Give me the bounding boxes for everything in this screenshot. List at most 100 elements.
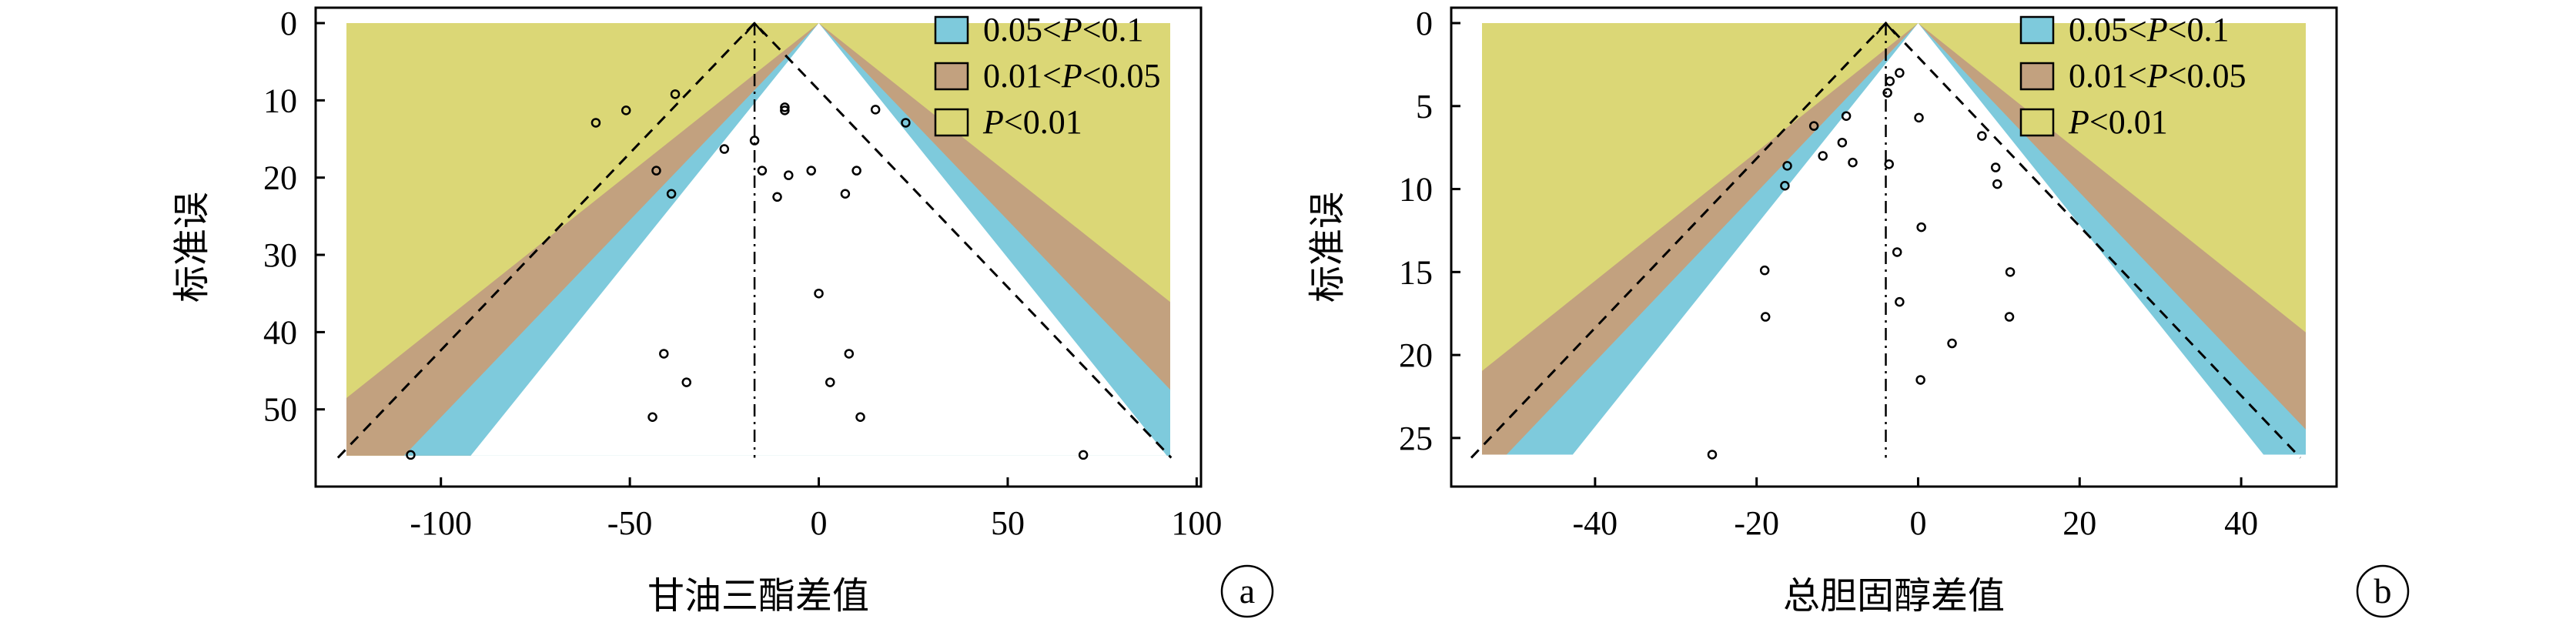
legend-label: 0.01<P<0.05 — [2069, 57, 2246, 95]
legend-swatch — [934, 108, 969, 137]
study-point — [851, 166, 861, 176]
study-point — [855, 412, 865, 423]
study-point — [621, 105, 631, 115]
study-point — [780, 102, 790, 112]
study-point — [1760, 312, 1771, 322]
study-point — [1078, 450, 1089, 460]
study-point — [590, 118, 601, 128]
study-point — [840, 189, 851, 199]
study-point — [1808, 121, 1819, 131]
funnel-plot-a: -100 -50 0 50 100 0 10 20 30 40 50 甘油三酯差值 标准误 0.05<P<… — [172, 5, 1274, 618]
region-p-gt-0.1 — [470, 23, 1167, 456]
study-point — [1947, 338, 1957, 349]
study-point — [2004, 312, 2015, 322]
study-point — [1914, 112, 1924, 123]
study-point — [780, 105, 790, 115]
region-p-gt-0.1 — [1572, 23, 2264, 455]
study-point — [1818, 151, 1828, 161]
y-tick-label: 10 — [263, 82, 297, 119]
pseudo-confidence-limits — [336, 21, 1173, 459]
study-point — [1885, 76, 1895, 86]
study-point — [1707, 450, 1718, 460]
study-point — [757, 166, 768, 176]
y-tick-label: 15 — [1399, 253, 1433, 291]
plot-frame — [314, 6, 1203, 488]
y-tick-label: 25 — [1399, 420, 1433, 457]
study-point — [749, 136, 760, 146]
y-tick-label: 50 — [263, 391, 297, 429]
study-point — [814, 288, 824, 299]
legend-label: 0.05<P<0.1 — [2069, 11, 2230, 49]
x-axis-label: 甘油三酯差值 — [647, 576, 869, 617]
panel-letter: b — [2374, 571, 2392, 611]
panel-letter-circle — [1220, 564, 1274, 618]
study-point — [681, 377, 691, 387]
study-point — [1895, 296, 1905, 307]
funnel-plot-b: -40 -20 0 20 40 0 5 10 15 20 25 总胆固醇差值 标准误 0.05<P<0.1… — [1307, 5, 2410, 618]
study-point — [1848, 157, 1858, 168]
panel-letter: a — [1239, 571, 1255, 611]
y-tick-label: 30 — [263, 236, 297, 274]
y-tick-label: 0 — [1416, 5, 1433, 42]
legend-swatch — [2019, 62, 2055, 91]
x-tick-label: -40 — [1573, 504, 1618, 542]
study-point — [1895, 68, 1905, 78]
study-point — [1837, 137, 1848, 148]
x-tick-label: 20 — [2062, 504, 2096, 542]
study-point — [1915, 375, 1925, 385]
x-tick-label: 50 — [991, 504, 1025, 542]
study-point — [666, 189, 677, 199]
plot-frame — [1450, 6, 2338, 488]
legend-label: P<0.01 — [2068, 103, 2168, 141]
pooled-estimate-arrowhead — [1875, 22, 1896, 35]
legend-swatch — [934, 62, 969, 91]
legend-swatch — [934, 15, 969, 45]
y-tick-label: 10 — [1399, 171, 1433, 209]
study-point — [901, 118, 911, 128]
study-point — [870, 105, 881, 115]
study-point — [1977, 131, 1987, 141]
study-point — [1990, 162, 2001, 172]
x-tick-label: 0 — [811, 504, 828, 542]
x-tick-label: 0 — [1909, 504, 1926, 542]
panel-letter-circle — [2356, 564, 2410, 618]
legend-label: P<0.01 — [982, 103, 1082, 141]
study-point — [1780, 180, 1790, 191]
study-point — [651, 166, 661, 176]
y-tick-label: 40 — [263, 313, 297, 351]
study-point — [647, 412, 657, 423]
legend-label: 0.01<P<0.05 — [983, 57, 1161, 95]
study-point — [844, 349, 855, 359]
x-tick-label: -50 — [607, 504, 653, 542]
pooled-estimate-arrowhead — [744, 22, 765, 35]
x-tick-label: -20 — [1734, 504, 1779, 542]
legend-swatch — [2019, 108, 2055, 137]
study-point — [1782, 161, 1792, 171]
study-point — [1884, 159, 1894, 169]
y-tick-label: 5 — [1416, 88, 1433, 125]
y-tick-label: 20 — [1399, 336, 1433, 374]
study-point — [719, 144, 730, 154]
study-point — [2005, 267, 2016, 277]
study-point — [772, 192, 782, 202]
y-axis-label: 标准误 — [1307, 192, 1348, 303]
study-point — [1841, 111, 1852, 121]
study-point — [1892, 247, 1902, 257]
study-point — [659, 349, 669, 359]
y-tick-label: 0 — [280, 5, 297, 42]
study-point — [1882, 88, 1892, 98]
x-axis-label: 总胆固醇差值 — [1783, 576, 2005, 617]
study-point — [1759, 265, 1770, 276]
x-tick-label: 100 — [1171, 504, 1222, 542]
study-point — [670, 89, 681, 99]
x-tick-label: 40 — [2224, 504, 2258, 542]
study-point — [784, 170, 794, 180]
legend-label: 0.05<P<0.1 — [983, 11, 1144, 49]
y-tick-label: 20 — [263, 159, 297, 197]
study-point — [406, 450, 416, 460]
study-point — [806, 166, 816, 176]
study-point — [825, 377, 835, 387]
x-tick-label: -100 — [410, 504, 472, 542]
study-point — [1992, 179, 2002, 189]
